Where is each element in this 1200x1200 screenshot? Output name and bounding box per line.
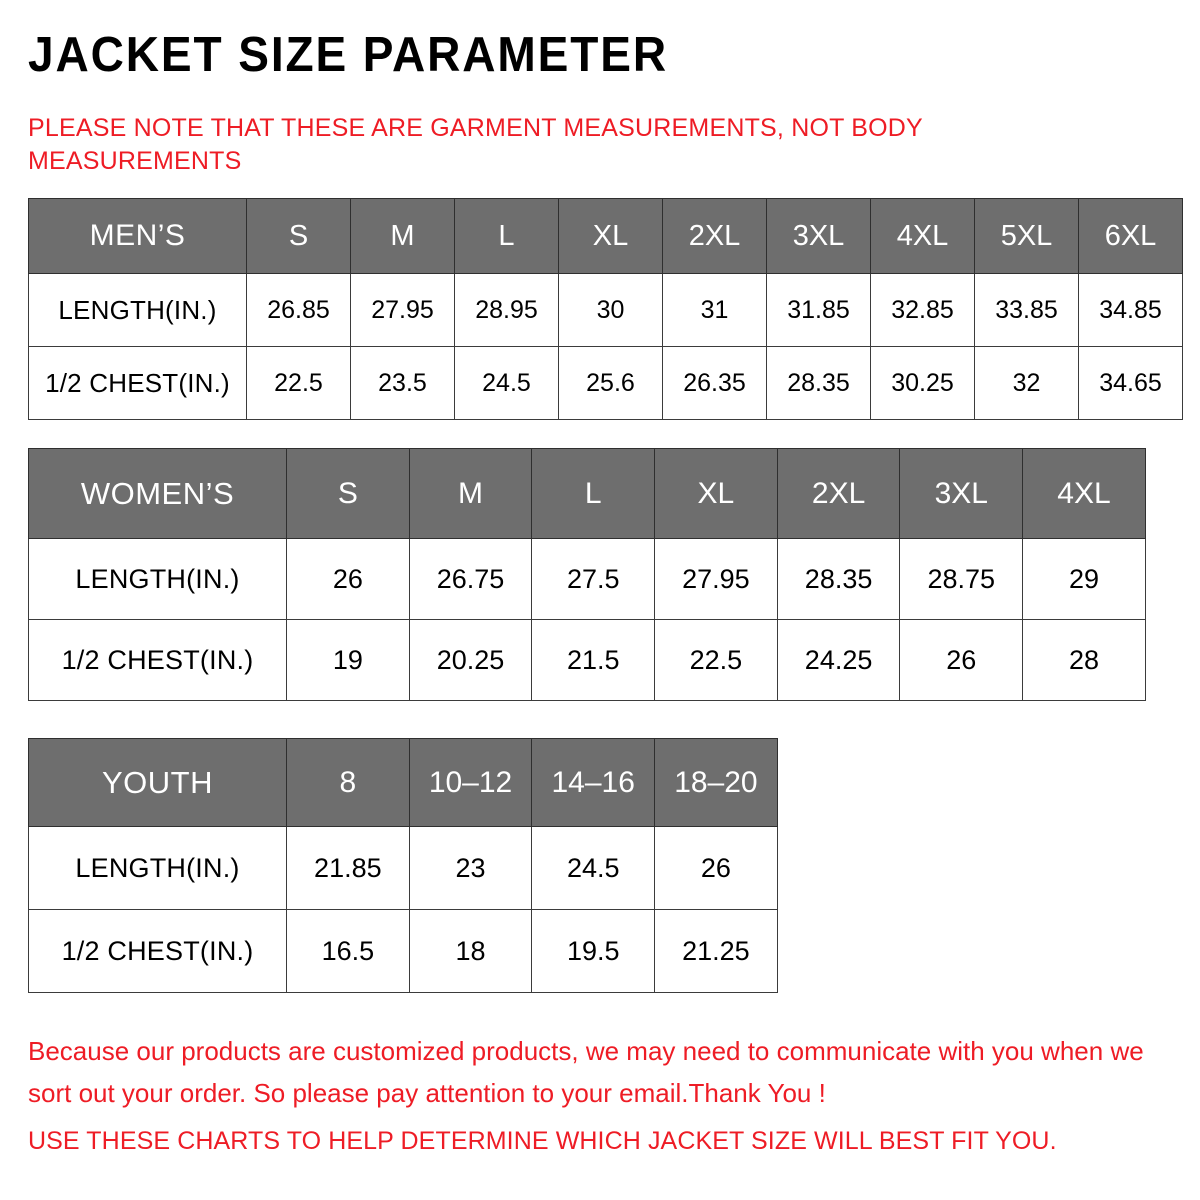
table-row: 1/2 CHEST(IN.) 16.5 18 19.5 21.25 [28,909,778,993]
mens-measurement-cell: 32.85 [870,273,975,347]
mens-row-label: 1/2 CHEST(IN.) [28,346,247,420]
womens-measurement-cell: 29 [1022,538,1146,620]
table-row: 1/2 CHEST(IN.) 19 20.25 21.5 22.5 24.25 26 28 [28,619,1146,701]
womens-measurement-cell: 26 [286,538,410,620]
womens-header-row: WOMEN’S S M L XL 2XL 3XL 4XL [28,448,1146,539]
womens-column-header: 2XL [776,448,901,539]
table-row: LENGTH(IN.) 21.85 23 24.5 26 [28,826,778,910]
womens-measurement-cell: 19 [286,619,410,701]
youth-measurement-cell: 16.5 [286,909,410,993]
mens-column-header: S [246,198,351,274]
mens-column-header: M [350,198,455,274]
mens-column-header: 2XL [662,198,767,274]
mens-table-body: MEN’S S M L XL 2XL 3XL 4XL 5XL 6XL LENGTH(IN.) 26.8… [28,198,1183,420]
mens-measurement-cell: 34.85 [1078,273,1183,347]
youth-category-label: YOUTH [28,738,287,827]
mens-category-label: MEN’S [28,198,247,274]
youth-measurement-cell: 26 [654,826,778,910]
mens-measurement-cell: 26.85 [246,273,351,347]
youth-measurement-cell: 23 [408,826,533,910]
mens-row-label: LENGTH(IN.) [28,273,247,347]
youth-column-header: 8 [286,738,410,827]
mens-size-table: MEN’S S M L XL 2XL 3XL 4XL 5XL 6XL LENGTH(IN.) 26.8… [28,198,1183,420]
mens-measurement-cell: 31 [662,273,767,347]
womens-measurement-cell: 28.75 [899,538,1024,620]
mens-measurement-cell: 27.95 [350,273,455,347]
mens-measurement-cell: 30 [558,273,663,347]
mens-measurement-cell: 28.35 [766,346,871,420]
youth-column-header: 10–12 [408,738,533,827]
mens-column-header: 3XL [766,198,871,274]
mens-measurement-cell: 25.6 [558,346,663,420]
youth-column-header: 18–20 [654,738,778,827]
womens-category-label: WOMEN’S [28,448,287,539]
youth-measurement-cell: 18 [408,909,533,993]
mens-column-header: XL [558,198,663,274]
womens-column-header: XL [654,448,778,539]
womens-row-label: LENGTH(IN.) [28,538,287,620]
womens-measurement-cell: 21.5 [531,619,656,701]
womens-measurement-cell: 27.95 [654,538,778,620]
womens-measurement-cell: 22.5 [654,619,778,701]
womens-measurement-cell: 27.5 [531,538,656,620]
youth-measurement-cell: 21.85 [286,826,410,910]
youth-row-label: LENGTH(IN.) [28,826,287,910]
table-row: 1/2 CHEST(IN.) 22.5 23.5 24.5 25.6 26.35 28.35… [28,346,1183,420]
womens-column-header: 3XL [899,448,1024,539]
mens-measurement-cell: 23.5 [350,346,455,420]
womens-size-table: WOMEN’S S M L XL 2XL 3XL 4XL LENGTH(IN.) 26 26.75 2… [28,448,1146,701]
page-title: JACKET SIZE PARAMETER [28,28,669,82]
womens-measurement-cell: 24.25 [776,619,901,701]
youth-measurement-cell: 21.25 [654,909,778,993]
chart-usage-note: USE THESE CHARTS TO HELP DETERMINE WHICH… [28,1127,1057,1155]
womens-table-body: WOMEN’S S M L XL 2XL 3XL 4XL LENGTH(IN.) 26 26.75 2… [28,448,1146,701]
mens-measurement-cell: 26.35 [662,346,767,420]
youth-measurement-cell: 24.5 [531,826,656,910]
table-row: LENGTH(IN.) 26.85 27.95 28.95 30 31 31.85 32.85… [28,273,1183,347]
mens-measurement-cell: 31.85 [766,273,871,347]
mens-column-header: 5XL [974,198,1079,274]
mens-measurement-cell: 24.5 [454,346,559,420]
garment-measurement-note: PLEASE NOTE THAT THESE ARE GARMENT MEASU… [28,114,923,175]
youth-size-table: YOUTH 8 10–12 14–16 18–20 LENGTH(IN.) 21.85 23 2… [28,738,778,993]
customization-note: Because our products are customized prod… [28,1036,1144,1108]
mens-measurement-cell: 33.85 [974,273,1079,347]
youth-measurement-cell: 19.5 [531,909,656,993]
womens-column-header: M [408,448,533,539]
womens-measurement-cell: 28 [1022,619,1146,701]
mens-column-header: 6XL [1078,198,1183,274]
womens-row-label: 1/2 CHEST(IN.) [28,619,287,701]
mens-measurement-cell: 30.25 [870,346,975,420]
mens-column-header: L [454,198,559,274]
womens-column-header: L [531,448,656,539]
womens-measurement-cell: 26.75 [408,538,533,620]
womens-column-header: 4XL [1022,448,1146,539]
youth-header-row: YOUTH 8 10–12 14–16 18–20 [28,738,778,827]
youth-column-header: 14–16 [531,738,656,827]
womens-measurement-cell: 20.25 [408,619,533,701]
mens-header-row: MEN’S S M L XL 2XL 3XL 4XL 5XL 6XL [28,198,1183,274]
womens-column-header: S [286,448,410,539]
mens-column-header: 4XL [870,198,975,274]
mens-measurement-cell: 32 [974,346,1079,420]
mens-measurement-cell: 28.95 [454,273,559,347]
mens-measurement-cell: 34.65 [1078,346,1183,420]
womens-measurement-cell: 28.35 [776,538,901,620]
mens-measurement-cell: 22.5 [246,346,351,420]
table-row: LENGTH(IN.) 26 26.75 27.5 27.95 28.35 28.75 29 [28,538,1146,620]
youth-row-label: 1/2 CHEST(IN.) [28,909,287,993]
youth-table-body: YOUTH 8 10–12 14–16 18–20 LENGTH(IN.) 21.85 23 2… [28,738,778,993]
womens-measurement-cell: 26 [899,619,1024,701]
